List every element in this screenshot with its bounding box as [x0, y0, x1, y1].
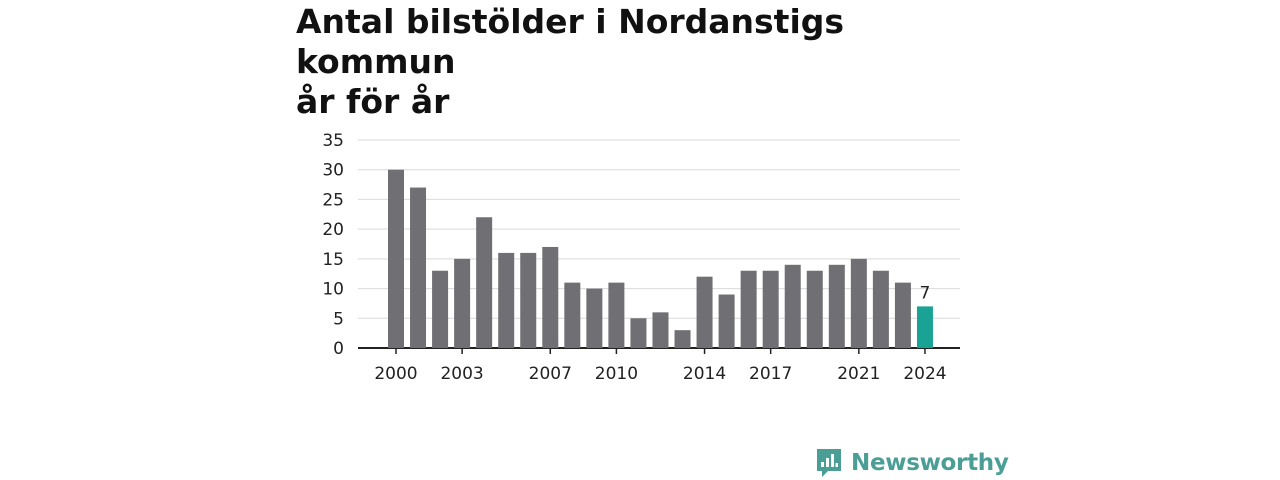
bar [476, 217, 493, 348]
bar [872, 270, 889, 348]
bar [410, 187, 427, 348]
bar [740, 270, 757, 348]
bar [520, 252, 537, 348]
data-label-highlight: 7 [920, 283, 931, 303]
x-tick-label: 2014 [683, 364, 726, 384]
y-tick-label: 25 [322, 190, 344, 210]
bar [652, 312, 669, 348]
chart-title: Antal bilstölder i Nordanstigs kommun år… [296, 2, 996, 122]
y-tick-label: 35 [322, 131, 344, 151]
title-line-2: år för år [296, 82, 450, 121]
x-tick-label: 2000 [374, 364, 417, 384]
bar [806, 270, 823, 348]
title-line-1: Antal bilstölder i Nordanstigs kommun [296, 2, 845, 81]
bars [388, 169, 933, 348]
y-tick-label: 10 [322, 280, 344, 300]
y-tick-label: 5 [333, 309, 344, 329]
bar [762, 270, 779, 348]
bar [608, 282, 625, 348]
bar [894, 282, 911, 348]
newsworthy-brand: Newsworthy [815, 446, 1009, 480]
bar [388, 169, 404, 348]
bar [696, 276, 713, 348]
bar [586, 288, 603, 348]
bar [542, 246, 559, 348]
bar [564, 282, 581, 348]
y-axis-ticks: 0 5 10 15 20 25 30 35 [322, 131, 344, 359]
x-tick-label: 2024 [903, 364, 946, 384]
y-tick-label: 15 [322, 250, 344, 270]
bar [498, 252, 515, 348]
newsworthy-logo-icon [817, 449, 841, 477]
bar [674, 330, 691, 348]
x-tick-label: 2007 [529, 364, 572, 384]
y-tick-label: 30 [322, 161, 344, 181]
bar [432, 270, 449, 348]
bar [454, 258, 471, 348]
y-tick-label: 20 [322, 220, 344, 240]
data-labels: 7 [920, 283, 931, 303]
bar [784, 264, 801, 348]
x-tick-label: 2021 [837, 364, 880, 384]
bar [828, 264, 845, 348]
bar [718, 294, 735, 348]
x-axis-ticks: 2000 2003 2007 2010 2014 2017 2021 2024 [374, 348, 947, 384]
bar [850, 258, 867, 348]
y-tick-label: 0 [333, 339, 344, 359]
bar [630, 318, 647, 348]
x-tick-label: 2003 [440, 364, 483, 384]
bar [916, 306, 933, 348]
x-tick-label: 2010 [595, 364, 638, 384]
x-tick-label: 2017 [749, 364, 792, 384]
brand-name: Newsworthy [851, 450, 1009, 476]
